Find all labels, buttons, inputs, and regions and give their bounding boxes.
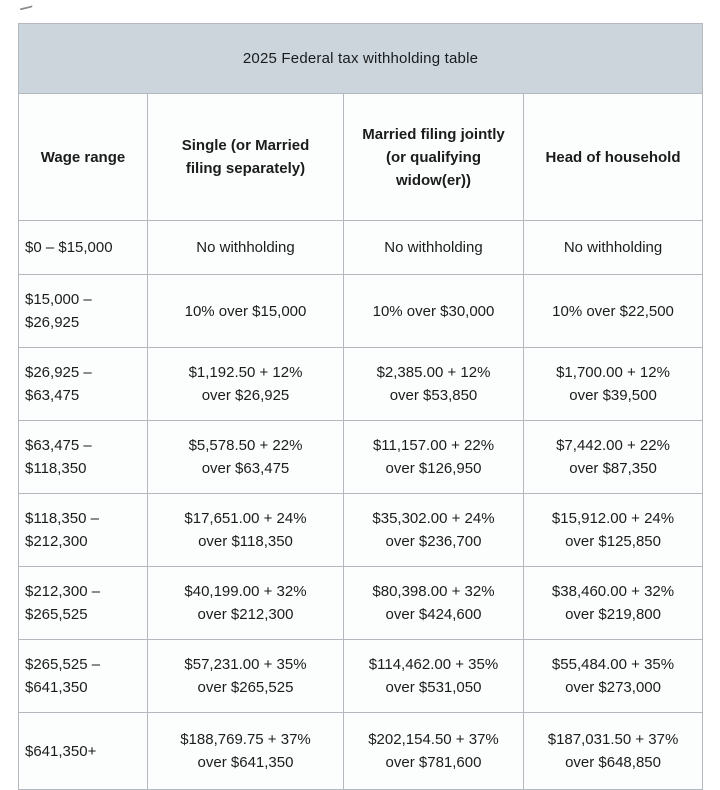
cell-single: $5,578.50 + 22% over $63,475 (147, 420, 344, 494)
cell-single: $17,651.00 + 24% over $118,350 (147, 493, 344, 567)
cell-married-jointly: $2,385.00 + 12% over $53,850 (343, 347, 524, 421)
column-header-single: Single (or Married filing separately) (147, 93, 344, 221)
cell-married-jointly: $11,157.00 + 22% over $126,950 (343, 420, 524, 494)
title-row: 2025 Federal tax withholding table (17, 23, 704, 94)
table-row: $26,925 – $63,475 $1,192.50 + 12% over $… (18, 347, 704, 421)
cell-wage-range: $0 – $15,000 (18, 220, 148, 275)
cell-head-of-household: No withholding (522, 220, 704, 275)
cell-head-of-household: $38,460.00 + 32% over $219,800 (522, 566, 704, 640)
cell-single: 10% over $15,000 (147, 274, 344, 348)
federal-tax-withholding-table: 2025 Federal tax withholding table Wage … (17, 23, 704, 790)
cell-wage-range: $212,300 – $265,525 (18, 566, 148, 640)
corner-artifact (18, 0, 33, 11)
cell-married-jointly: 10% over $30,000 (343, 274, 524, 348)
cell-head-of-household: $1,700.00 + 12% over $39,500 (522, 347, 704, 421)
cell-head-of-household: $187,031.50 + 37% over $648,850 (522, 712, 704, 790)
column-header-head-of-household: Head of household (522, 93, 704, 221)
cell-single: No withholding (147, 220, 344, 275)
cell-head-of-household: $7,442.00 + 22% over $87,350 (522, 420, 704, 494)
cell-married-jointly: $80,398.00 + 32% over $424,600 (343, 566, 524, 640)
table-row: $15,000 – $26,925 10% over $15,000 10% o… (18, 274, 704, 348)
cell-head-of-household: $15,912.00 + 24% over $125,850 (522, 493, 704, 567)
cell-single: $188,769.75 + 37% over $641,350 (147, 712, 344, 790)
column-header-row: Wage range Single (or Married filing sep… (18, 93, 704, 221)
cell-single: $1,192.50 + 12% over $26,925 (147, 347, 344, 421)
cell-wage-range: $265,525 – $641,350 (18, 639, 148, 713)
cell-wage-range: $63,475 – $118,350 (18, 420, 148, 494)
table-row: $641,350+ $188,769.75 + 37% over $641,35… (18, 712, 704, 790)
column-header-married-jointly: Married filing jointly (or qualifying wi… (343, 93, 524, 221)
cell-married-jointly: $114,462.00 + 35% over $531,050 (343, 639, 524, 713)
table-row: $265,525 – $641,350 $57,231.00 + 35% ove… (18, 639, 704, 713)
cell-wage-range: $118,350 – $212,300 (18, 493, 148, 567)
cell-head-of-household: $55,484.00 + 35% over $273,000 (522, 639, 704, 713)
table-row: $63,475 – $118,350 $5,578.50 + 22% over … (18, 420, 704, 494)
page-title: 2025 Federal tax withholding table (17, 23, 704, 94)
cell-head-of-household: 10% over $22,500 (522, 274, 704, 348)
table-row: $118,350 – $212,300 $17,651.00 + 24% ove… (18, 493, 704, 567)
cell-single: $40,199.00 + 32% over $212,300 (147, 566, 344, 640)
table-row: $0 – $15,000 No withholding No withholdi… (18, 220, 704, 275)
cell-wage-range: $641,350+ (18, 712, 148, 790)
column-header-wage-range: Wage range (18, 93, 148, 221)
table-row: $212,300 – $265,525 $40,199.00 + 32% ove… (18, 566, 704, 640)
cell-wage-range: $15,000 – $26,925 (18, 274, 148, 348)
cell-married-jointly: $202,154.50 + 37% over $781,600 (343, 712, 524, 790)
cell-married-jointly: $35,302.00 + 24% over $236,700 (343, 493, 524, 567)
cell-single: $57,231.00 + 35% over $265,525 (147, 639, 344, 713)
cell-married-jointly: No withholding (343, 220, 524, 275)
cell-wage-range: $26,925 – $63,475 (18, 347, 148, 421)
